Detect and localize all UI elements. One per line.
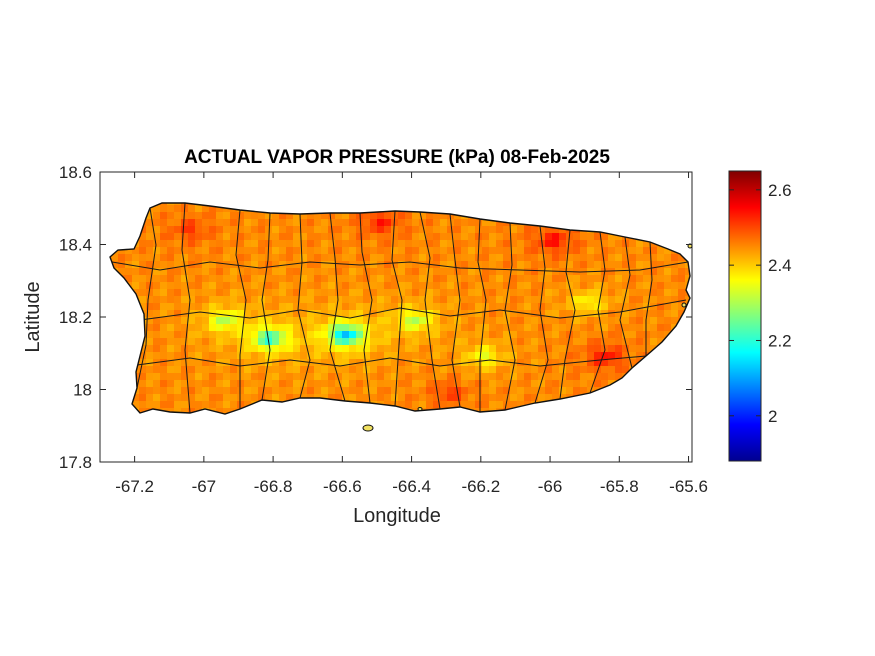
x-axis-label: Longitude (353, 505, 441, 527)
municipality-boundary (181, 203, 191, 414)
x-axis: -67.2 -67 -66.8 -66.6 -66.4 -66.2 -66 -65.8 -65.… (115, 172, 708, 496)
y-axis-label: Latitude (22, 281, 44, 352)
municipality-boundary (136, 355, 647, 367)
y-axis: 17.8 18 18.2 18.4 18.6 (59, 163, 692, 472)
x-tick-label: -65.8 (600, 477, 639, 496)
y-tick-label: 18.4 (59, 236, 92, 255)
colorbar (728, 170, 762, 462)
y-tick-label: 18.2 (59, 308, 92, 327)
municipality-boundary (359, 212, 373, 404)
municipality-boundary (136, 207, 157, 389)
x-tick-label: -66 (538, 477, 563, 496)
municipality-boundary (477, 218, 487, 412)
islet (681, 302, 687, 308)
colorbar-tick-label: 2.2 (768, 331, 792, 350)
municipality-boundary (419, 211, 441, 410)
municipality-boundary (391, 210, 403, 407)
municipality-boundary (235, 209, 247, 409)
colorbar-tick-label: 2.4 (768, 256, 792, 275)
islet (417, 407, 423, 411)
colorbar-tick-label: 2 (768, 407, 777, 426)
municipality-boundary (329, 212, 346, 402)
island-coastline (109, 202, 691, 415)
municipality-boundaries (111, 203, 689, 414)
x-tick-label: -66.2 (461, 477, 500, 496)
x-tick-label: -65.6 (669, 477, 708, 496)
municipality-boundary (261, 212, 271, 401)
x-tick-label: -67.2 (115, 477, 154, 496)
municipality-boundary (619, 236, 633, 369)
y-tick-label: 18 (73, 381, 92, 400)
x-tick-label: -66.4 (392, 477, 431, 496)
y-tick-label: 18.6 (59, 163, 92, 182)
x-tick-label: -66.6 (323, 477, 362, 496)
municipality-boundary (534, 225, 549, 404)
colorbar-tick-label: 2.6 (768, 181, 792, 200)
municipality-boundary (645, 241, 653, 356)
municipality-boundary (504, 222, 516, 411)
municipality-boundary (111, 261, 689, 273)
chart-title: ACTUAL VAPOR PRESSURE (kPa) 08-Feb-2025 (184, 147, 610, 168)
offshore-islets (362, 243, 693, 432)
y-tick-label: 17.8 (59, 453, 92, 472)
islet (362, 424, 374, 432)
municipality-boundary (589, 231, 606, 394)
x-tick-label: -67 (192, 477, 217, 496)
colorbar-ticks: 2 2.2 2.4 2.6 (729, 181, 792, 426)
municipality-boundary (559, 229, 576, 400)
x-tick-label: -66.8 (254, 477, 293, 496)
municipality-boundary (139, 299, 687, 321)
municipality-boundary (449, 213, 461, 408)
